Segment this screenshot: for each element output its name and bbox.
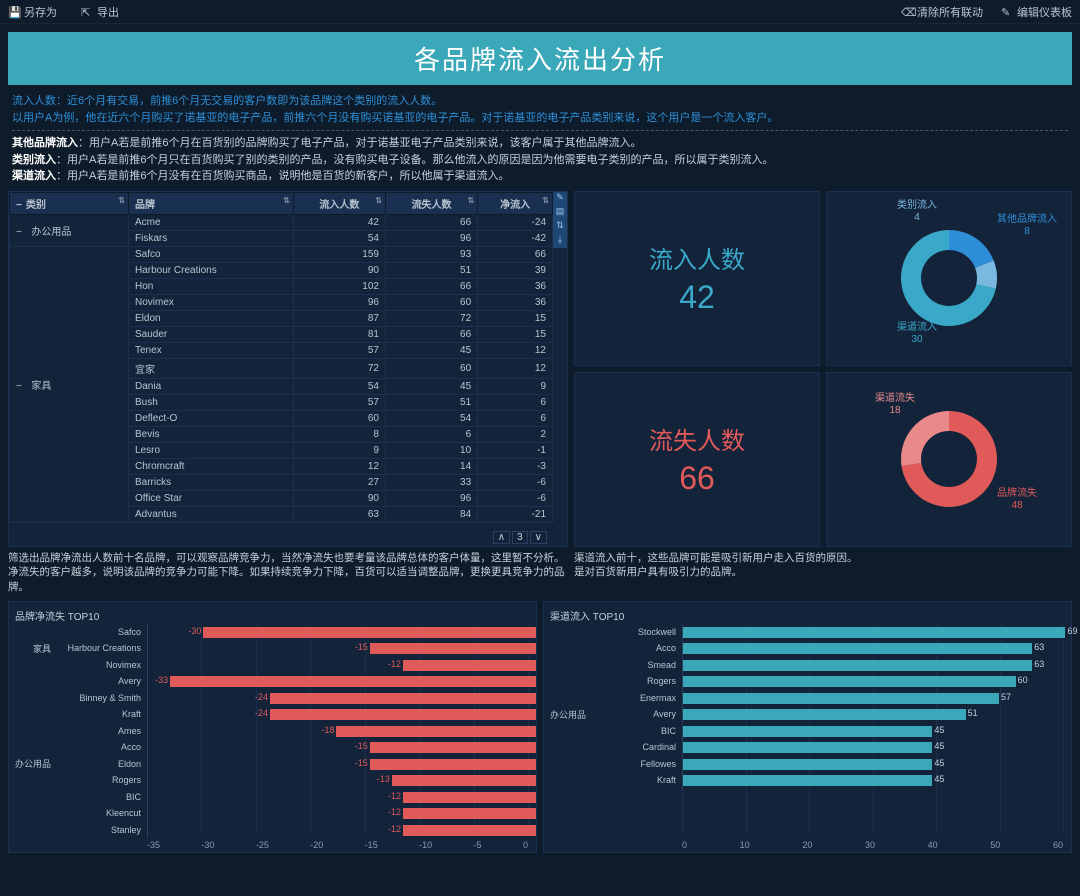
description-block: 流入人数：近6个月有交易，前推6个月无交易的客户数即为该品牌这个类别的流入人数。… [0,89,1080,187]
column-header[interactable]: 品牌⇅ [129,192,294,214]
save-as-button[interactable]: 💾 另存为 [8,4,57,20]
bar-row[interactable]: Kleencut-12 [9,805,536,822]
donut-segment[interactable] [901,411,949,466]
inflow-value: 42 [679,279,715,316]
bar-row[interactable]: 家具Harbour Creations-15 [9,640,536,657]
outflow-stat-panel: 流失人数 66 [574,372,820,547]
clear-link-button[interactable]: ⌫ 清除所有联动 [901,4,983,20]
topbar: 💾 另存为 ⇱ 导出 ⌫ 清除所有联动 ✎ 编辑仪表板 [0,0,1080,24]
edit-dash-label: 编辑仪表板 [1017,4,1072,20]
donut-label: 渠道流失18 [875,393,915,417]
export-label: 导出 [97,4,119,20]
bar-row[interactable]: Binney & Smith-24 [9,690,536,707]
export-button[interactable]: ⇱ 导出 [81,4,119,20]
bar-row[interactable]: Rogers60 [544,673,1071,690]
donut-label: 其他品牌流入8 [997,214,1057,238]
bar-row[interactable]: BIC45 [544,723,1071,740]
eraser-icon: ⌫ [901,6,913,18]
bar-row[interactable]: Ames-18 [9,723,536,740]
channel-inflow-chart-panel: 渠道流入 TOP10 Stockwell69Acco63Smead63Roger… [543,601,1072,853]
donut-segment[interactable] [949,230,994,268]
save-icon: 💾 [8,6,20,18]
bar-row[interactable]: Cardinal45 [544,739,1071,756]
bar-row[interactable]: Novimex-12 [9,657,536,674]
outflow-label: 流失人数 [649,421,745,456]
donut-label: 品牌流失48 [997,488,1037,512]
bar-row[interactable]: Avery-33 [9,673,536,690]
pager-prev[interactable]: ∧ [493,531,510,544]
bar-row[interactable]: Smead63 [544,657,1071,674]
bar-row[interactable]: Kraft45 [544,772,1071,789]
bar-row[interactable]: Fellowes45 [544,756,1071,773]
inflow-donut-panel: 其他品牌流入8 类别流入4 渠道流入30 [826,191,1072,366]
column-header[interactable]: 流入人数⇅ [293,192,385,214]
category-cell[interactable]: − 家具 [10,246,129,522]
outflow-donut-panel: 品牌流失48 渠道流失18 [826,372,1072,547]
tool-filter-icon[interactable]: ▤ [553,206,567,220]
page-title: 各品牌流入流出分析 [8,32,1072,85]
clear-link-label: 清除所有联动 [917,4,983,20]
pager: ∧ 3 ∨ [493,531,547,544]
table-toolbar: ✎ ▤ ⇅ ⤓ [553,192,567,248]
pencil-icon: ✎ [1001,6,1013,18]
bar-row[interactable]: Kraft-24 [9,706,536,723]
data-table: −类别⇅品牌⇅流入人数⇅流失人数⇅净流入⇅ − 办公用品Acme4266-24F… [9,192,553,523]
edit-dashboard-button[interactable]: ✎ 编辑仪表板 [1001,4,1072,20]
table-row[interactable]: − 办公用品Acme4266-24 [10,214,553,230]
pager-next[interactable]: ∨ [530,531,547,544]
tool-sort-icon[interactable]: ⇅ [553,220,567,234]
outflow-value: 66 [679,460,715,497]
right-chart-description: 渠道流入前十，这些品牌可能是吸引新用户走入百货的原因。是对百货新用户具有吸引力的… [574,551,1072,595]
net-loss-chart-title: 品牌净流失 TOP10 [15,608,530,623]
bar-row[interactable]: 办公用品Eldon-15 [9,756,536,773]
bar-row[interactable]: Stanley-12 [9,822,536,839]
bar-row[interactable]: Acco63 [544,640,1071,657]
left-chart-description: 筛选出品牌净流出人数前十名品牌，可以观察品牌竞争力，当然净流失也要考量该品牌总体… [8,551,568,595]
data-table-panel: ✎ ▤ ⇅ ⤓ −类别⇅品牌⇅流入人数⇅流失人数⇅净流入⇅ − 办公用品Acme… [8,191,568,547]
bar-row[interactable]: Safco-30 [9,624,536,641]
tool-edit-icon[interactable]: ✎ [553,192,567,206]
channel-inflow-chart-title: 渠道流入 TOP10 [550,608,1065,623]
inflow-label: 流入人数 [649,240,745,275]
save-as-label: 另存为 [24,4,57,20]
net-loss-chart-panel: 品牌净流失 TOP10 Safco-30家具Harbour Creations-… [8,601,537,853]
bar-row[interactable]: Rogers-13 [9,772,536,789]
column-header[interactable]: −类别⇅ [10,192,129,214]
bar-row[interactable]: 办公用品Avery51 [544,706,1071,723]
bar-row[interactable]: Stockwell69 [544,624,1071,641]
column-header[interactable]: 净流入⇅ [478,192,553,214]
bar-row[interactable]: Acco-15 [9,739,536,756]
pager-current: 3 [512,531,528,544]
bar-row[interactable]: BIC-12 [9,789,536,806]
inflow-stat-panel: 流入人数 42 [574,191,820,366]
bar-row[interactable]: Enermax57 [544,690,1071,707]
donut-label: 渠道流入30 [897,322,937,346]
column-header[interactable]: 流失人数⇅ [385,192,477,214]
donut-label: 类别流入4 [897,200,937,224]
export-icon: ⇱ [81,6,93,18]
tool-export-icon[interactable]: ⤓ [553,234,567,248]
table-row[interactable]: − 家具Safco1599366 [10,246,553,262]
category-cell[interactable]: − 办公用品 [10,214,129,246]
